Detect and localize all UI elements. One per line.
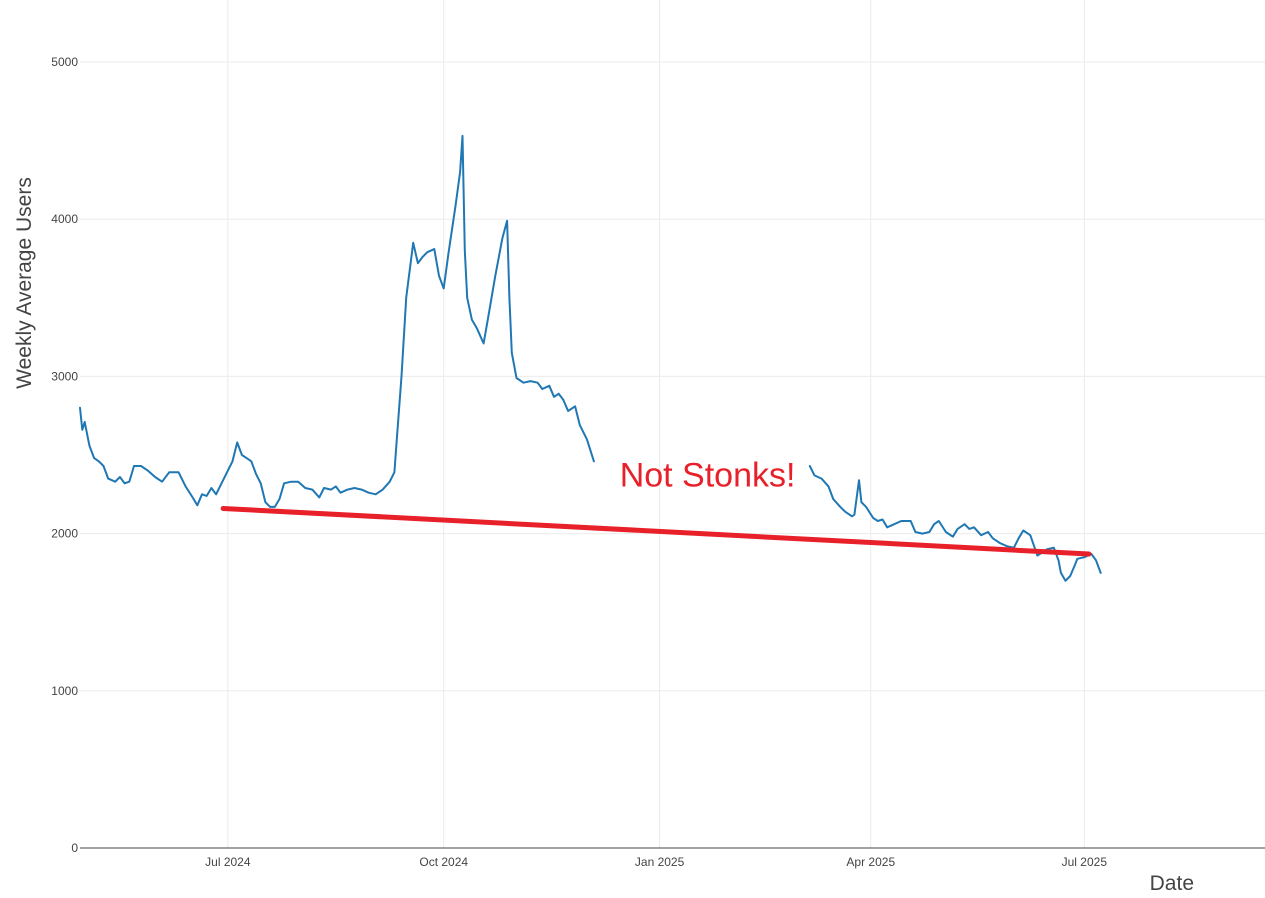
axes: 0 1000 2000 3000 4000 5000 Jul 2024 Oct 2024 Jan… [51, 55, 1265, 869]
y-axis-title: Weekly Average Users [13, 177, 36, 389]
trend-line-annotation [220, 505, 1092, 557]
series-line-segment [79, 134, 595, 508]
series-line-segment [808, 465, 1102, 582]
y-tick-label: 0 [71, 841, 78, 855]
annotation-layer: Not Stonks! [220, 456, 1092, 557]
y-tick-label: 4000 [51, 212, 78, 226]
x-tick-label: Apr 2025 [846, 855, 895, 869]
x-tick-label: Jan 2025 [635, 855, 685, 869]
x-axis-title: Date [1150, 872, 1194, 895]
y-tick-label: 3000 [51, 369, 78, 383]
y-tick-label: 1000 [51, 684, 78, 698]
y-tick-label: 2000 [51, 527, 78, 541]
grid-lines [80, 0, 1265, 848]
series-layer [79, 134, 1102, 582]
x-tick-label: Jul 2025 [1062, 855, 1108, 869]
y-tick-label: 5000 [51, 55, 78, 69]
x-tick-label: Jul 2024 [205, 855, 251, 869]
not-stonks-annotation: Not Stonks! [620, 456, 796, 494]
x-tick-label: Oct 2024 [419, 855, 468, 869]
